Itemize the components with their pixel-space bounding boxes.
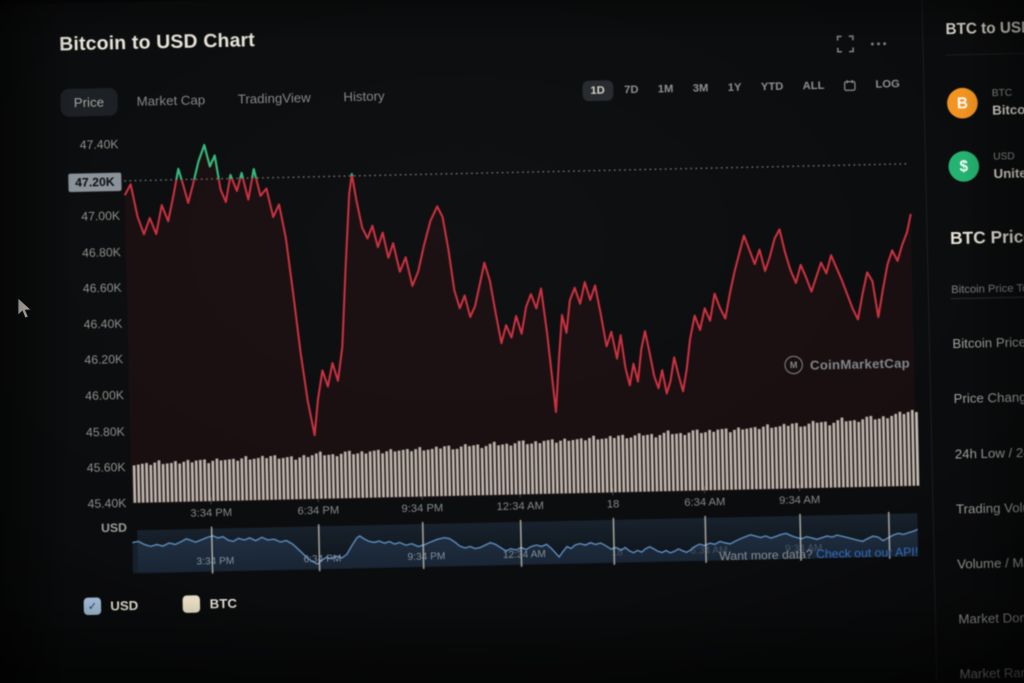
minimap-label: 18	[611, 547, 623, 558]
watermark: M CoinMarketCap	[784, 353, 911, 375]
x-tick-label: 18	[607, 499, 620, 511]
series-legend: ✓ USD BTC	[83, 594, 238, 616]
legend-label: BTC	[209, 595, 238, 612]
minimap-label: 9:34 PM	[407, 551, 445, 563]
stats-subheader: Bitcoin Price Today	[951, 279, 1024, 300]
x-tick-label: 3:34 PM	[190, 507, 232, 520]
stat-row-bitcoin-price: Bitcoin Price	[952, 334, 1024, 352]
watermark-text: CoinMarketCap	[809, 354, 911, 373]
usd-coin-icon: $	[948, 150, 980, 183]
sidebar: BTC to USD Converter B BTC Bitcoin $ USDUnit…	[921, 0, 1024, 682]
legend-label: USD	[110, 597, 139, 614]
legend-item-usd[interactable]: ✓ USD	[83, 597, 139, 616]
minimap-label: 3:34 PM	[196, 556, 234, 568]
x-tick-label: 9:34 PM	[401, 502, 443, 515]
coin-symbol: USD	[993, 150, 1015, 163]
divider	[946, 49, 1024, 56]
x-tick-label: 6:34 AM	[684, 496, 725, 509]
stat-row-price-change-24h: Price Change 24h	[953, 389, 1024, 407]
minimap-label: 12:34 AM	[503, 549, 546, 561]
converter-title: BTC to USD Converter	[945, 17, 1024, 39]
coinmarketcap-logo-icon: M	[784, 355, 804, 375]
x-tick-label: 9:34 AM	[779, 494, 820, 507]
stat-row-24h-low-24h-high: 24h Low / 24h High	[954, 444, 1024, 462]
stats-rows: Bitcoin Price Price Change 24h 24h Low / 2…	[952, 331, 1024, 682]
api-prompt-text: Want more data?	[719, 547, 813, 564]
btc-coin-icon: B	[946, 87, 979, 119]
coin-symbol: BTC	[991, 87, 1013, 99]
legend-item-btc[interactable]: BTC	[182, 594, 238, 613]
legend-checkbox-usd[interactable]: ✓	[83, 597, 102, 616]
x-tick-label: 6:34 PM	[297, 505, 339, 518]
converter-row-btc: B BTC Bitcoin	[946, 83, 1024, 119]
legend-checkbox-btc[interactable]	[182, 595, 201, 613]
price-area-fill	[124, 145, 917, 504]
stat-row-market-dominance: Market Dominance	[958, 608, 1024, 627]
stats-title: BTC Price Statistics	[949, 225, 1024, 249]
minimap-label: 6:34 PM	[303, 554, 341, 566]
stat-row-trading-volume: Trading Volume	[955, 499, 1024, 517]
stat-row-market-rank: Market Rank	[959, 664, 1024, 682]
x-tick-label: 12:34 AM	[496, 500, 544, 513]
coin-name: United States Dollar	[993, 163, 1024, 181]
stat-row-volume-market-cap: Volume / Market Cap	[957, 554, 1024, 572]
coin-name: Bitcoin	[991, 101, 1024, 118]
api-link[interactable]: Check out our API!	[815, 544, 919, 562]
